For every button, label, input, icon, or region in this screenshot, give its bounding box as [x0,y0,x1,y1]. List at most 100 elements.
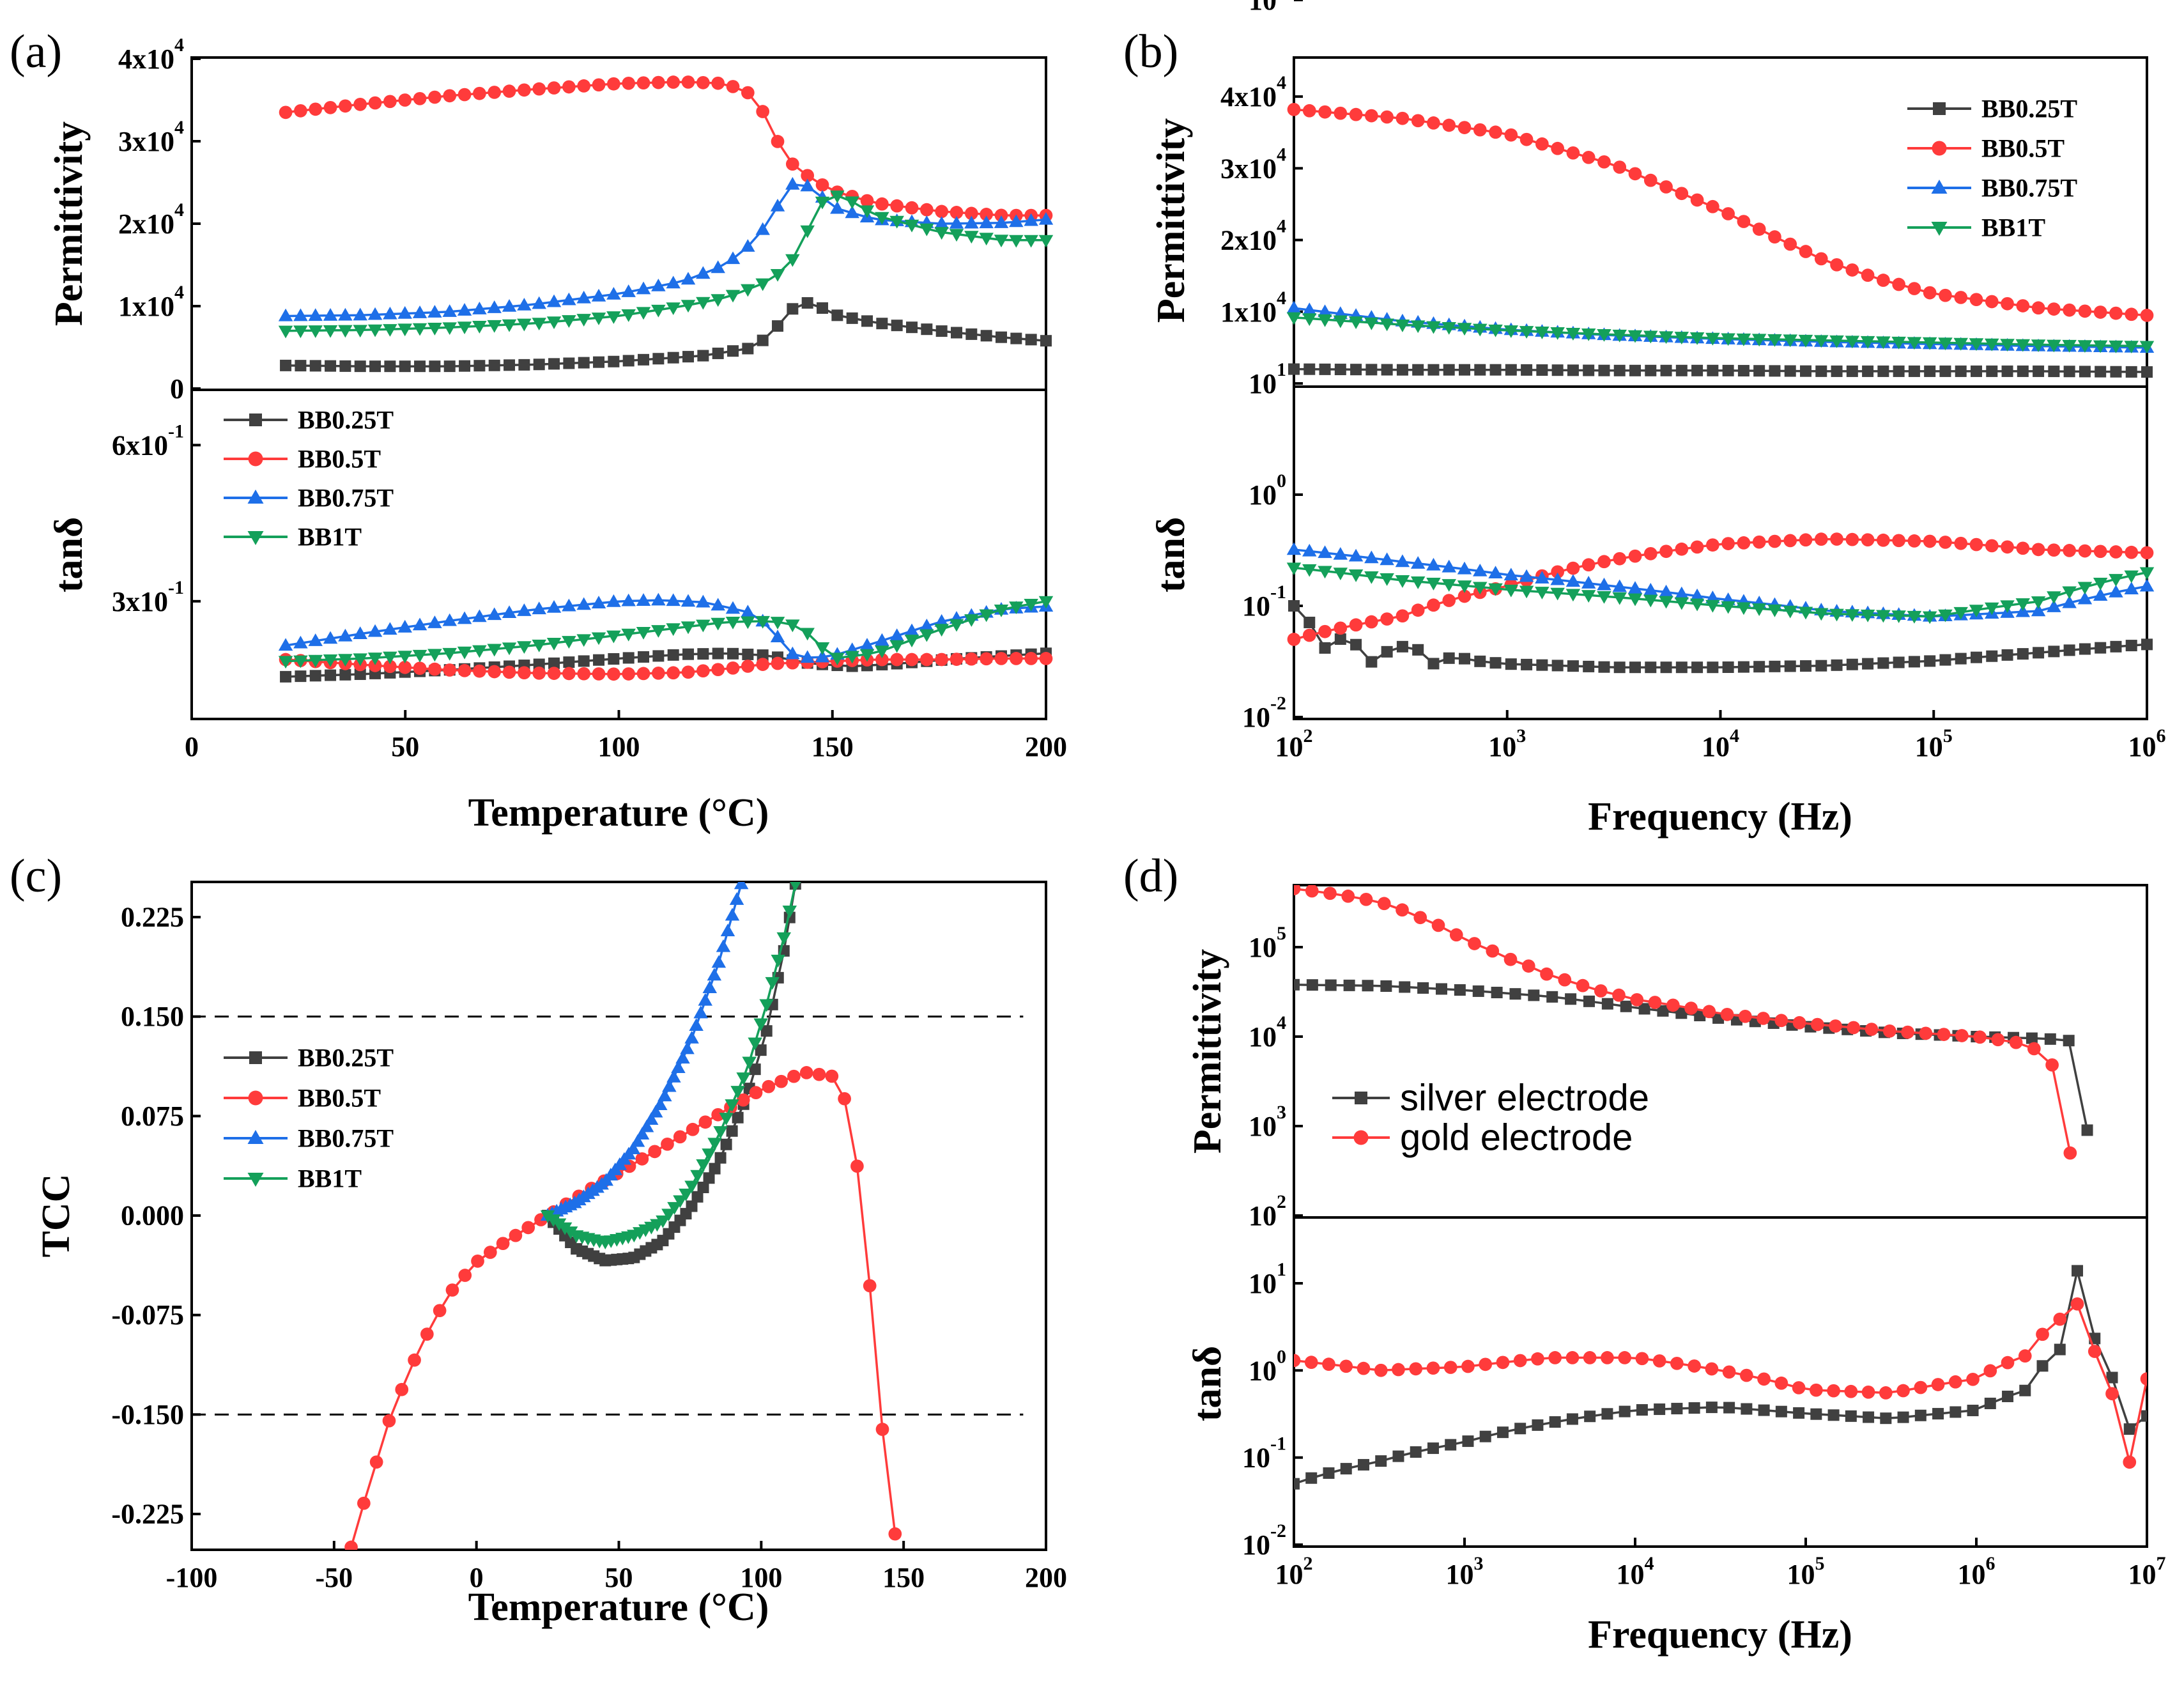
marker-bb1t [636,307,651,320]
marker-bb0-5t [1675,187,1689,201]
marker-bb0-25t [682,648,695,660]
marker-silver-electrode [1583,995,1595,1007]
marker-bb0-5t [1861,268,1875,282]
marker-silver-electrode [1810,1408,1822,1420]
marker-bb0-25t [1025,334,1037,346]
marker-bb0-5t [652,666,665,680]
marker-bb1t [1038,596,1054,609]
panel-d-bottom-series [1294,1265,2147,1490]
marker-silver-electrode [1294,1478,1300,1490]
marker-gold-electrode [1322,1357,1335,1371]
marker-bb1t [1969,338,1984,351]
marker-bb0-5t [1814,252,1828,266]
marker-bb0-75t [532,601,546,615]
marker-bb1t [782,906,797,918]
marker-bb0-5t [787,1069,801,1083]
panel-a-xlabel: Temperature (°C) [468,791,769,835]
marker-bb0-75t [949,215,964,229]
marker-bb1t [1767,604,1782,617]
marker-bb0-5t [2140,309,2154,322]
marker-bb0-5t [666,666,681,680]
marker-bb0-25t [1986,650,1998,662]
marker-bb0-25t [1396,364,1408,376]
marker-bb0-25t [1427,658,1440,670]
marker-gold-electrode [1359,892,1373,906]
marker-bb0-25t [652,650,665,662]
marker-bb0-5t [905,653,919,667]
marker-bb0-25t [1536,364,1548,376]
marker-bb0-75t [1286,542,1302,555]
marker-bb0-5t [509,1228,523,1242]
marker-bb0-5t [1302,628,1316,642]
marker-silver-electrode [1323,1467,1335,1479]
marker-bb0-75t [651,592,666,606]
marker-bb1t [1953,606,1968,620]
marker-bb0-25t [1489,657,1502,669]
marker-bb0-75t [2062,595,2077,608]
marker-bb0-75t [502,298,517,312]
marker-bb1t [830,190,845,203]
marker-bb0-25t [1784,660,1796,672]
panel-d-bottom-y-tick-label: 100 [1249,1346,1286,1386]
marker-bb0-75t [442,613,457,626]
marker-gold-electrode [1341,889,1355,903]
marker-gold-electrode [1792,1016,1806,1030]
marker-bb0-5t [964,206,978,220]
marker-silver-electrode [1845,1410,1857,1422]
marker-bb0-5t [1427,598,1440,612]
marker-bb0-25t [1536,659,1548,671]
marker-bb0-75t [684,1030,699,1044]
marker-bb1t [1348,316,1364,329]
marker-bb0-5t [458,663,472,677]
marker-bb0-5t [1939,536,1952,549]
marker-bb0-25t [921,323,933,336]
marker-bb0-5t [1613,552,1627,566]
marker-gold-electrode [1973,1030,1987,1044]
marker-gold-electrode [1914,1380,1928,1394]
marker-bb1t [2015,598,2031,611]
marker-gold-electrode [1305,885,1319,898]
marker-bb0-75t [666,1069,681,1083]
marker-bb1t [875,212,889,225]
marker-bb0-5t [1473,123,1487,137]
panel-b-x-tick-label: 106 [2128,725,2166,762]
marker-bb1t [2031,596,2046,609]
panel-a-bottom-y-tick-label: 3x10-1 [112,576,184,617]
marker-bb1t [759,999,774,1012]
marker-bb0-5t [532,666,546,680]
marker-bb1t [1627,330,1643,343]
panel-d-bottom-ylabel: tanδ [1186,1346,1229,1421]
series-line-bb0-5t [285,81,1046,217]
marker-bb0-75t [919,619,934,631]
marker-bb0-5t [838,1092,851,1106]
panel-b-top-y-tick-label: 3x104 [1220,144,1286,184]
marker-bb0-75t [472,609,487,622]
marker-silver-electrode [1546,991,1558,1003]
marker-silver-electrode [1528,989,1540,1001]
panel-a-x-tick-label: 0 [185,731,199,762]
marker-bb0-75t [662,1079,677,1092]
marker-silver-electrode [2036,1360,2049,1372]
marker-bb0-75t [711,598,725,611]
marker-bb0-75t [636,593,651,606]
marker-bb1t [785,254,800,267]
marker-bb0-25t [622,652,634,664]
marker-silver-electrode [1462,1435,1474,1448]
marker-bb0-25t [667,649,679,661]
marker-bb0-25t [622,355,634,367]
marker-silver-electrode [1410,1446,1422,1458]
panel-b-bottom-y-tick-label: 100 [1249,470,1286,511]
marker-bb0-25t [1381,645,1393,658]
marker-bb0-25t [1334,364,1346,376]
marker-bb1t [979,609,994,622]
marker-bb0-75t [696,266,711,279]
marker-bb0-25t [1551,660,1564,672]
marker-bb0-75t [800,178,815,192]
marker-bb0-25t [760,1025,773,1037]
marker-gold-electrode [1757,1012,1770,1025]
marker-bb1t [2124,341,2139,354]
marker-bb0-75t [442,304,457,317]
marker-bb1t [1860,336,1875,349]
